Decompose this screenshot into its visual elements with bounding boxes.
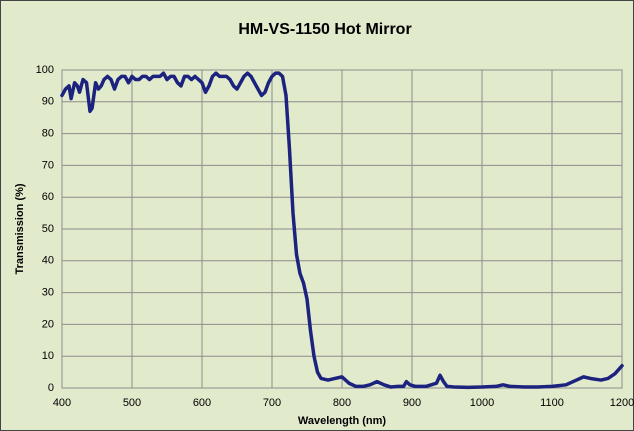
y-tick-label: 40 xyxy=(42,255,54,267)
y-tick-label: 90 xyxy=(42,96,54,108)
y-tick-label: 100 xyxy=(36,64,54,76)
x-tick-label: 1000 xyxy=(470,397,494,409)
x-axis-label: Wavelength (nm) xyxy=(298,415,387,427)
x-tick-label: 500 xyxy=(123,397,141,409)
x-tick-label: 800 xyxy=(333,397,351,409)
x-tick-label: 900 xyxy=(403,397,421,409)
y-tick-label: 30 xyxy=(42,287,54,299)
y-tick-label: 50 xyxy=(42,223,54,235)
y-tick-label: 70 xyxy=(42,159,54,171)
y-tick-label: 80 xyxy=(42,128,54,140)
x-tick-label: 1200 xyxy=(610,397,634,409)
y-tick-label: 10 xyxy=(42,350,54,362)
y-axis-label: Transmission (%) xyxy=(14,183,26,274)
y-tick-label: 60 xyxy=(42,191,54,203)
x-tick-label: 400 xyxy=(53,397,71,409)
y-tick-label: 0 xyxy=(48,382,54,394)
x-tick-label: 600 xyxy=(193,397,211,409)
x-tick-label: 700 xyxy=(263,397,281,409)
data-line xyxy=(60,71,624,390)
chart-title: HM-VS-1150 Hot Mirror xyxy=(238,21,411,38)
x-tick-label: 1100 xyxy=(540,397,564,409)
y-tick-label: 20 xyxy=(42,318,54,330)
